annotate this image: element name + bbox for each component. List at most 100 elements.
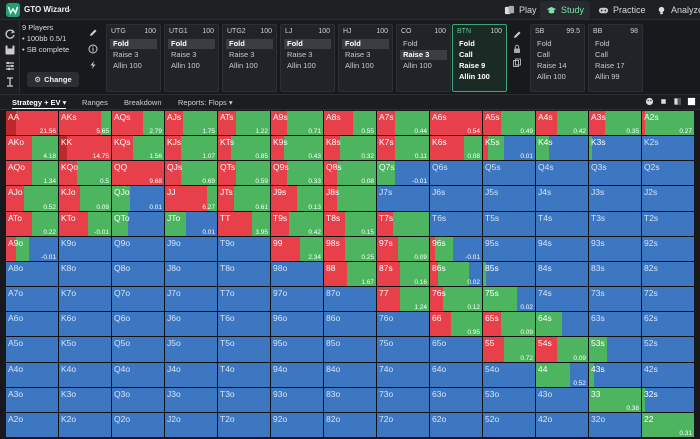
action-option[interactable]: Raise 14 — [537, 61, 567, 70]
hand-cell[interactable]: Q7s -0.01 — [377, 161, 429, 186]
hand-cell[interactable]: Q2o — [112, 412, 164, 437]
square-split-icon[interactable] — [673, 97, 682, 106]
action-option[interactable]: Allin 99 — [595, 72, 620, 81]
hand-cell[interactable]: JTo 0.01 — [165, 211, 217, 236]
hand-cell[interactable]: A7s 0.44 — [377, 111, 429, 136]
hand-cell[interactable]: J6o — [165, 312, 217, 337]
change-button[interactable]: ⚙ Change — [27, 72, 79, 87]
hand-cell[interactable]: 86o — [324, 312, 376, 337]
hand-cell[interactable]: J4s — [536, 186, 588, 211]
hand-cell[interactable]: 92s — [642, 236, 694, 261]
save-icon[interactable] — [4, 44, 16, 56]
hand-cell[interactable]: QJo 0.01 — [112, 186, 164, 211]
hand-cell[interactable]: 75o — [377, 337, 429, 362]
nav-study[interactable]: Study — [540, 1, 591, 19]
hand-cell[interactable]: T9o — [218, 236, 270, 261]
hand-cell[interactable]: JTs 0.61 — [218, 186, 270, 211]
hand-cell[interactable]: 74o — [377, 362, 429, 387]
hand-cell[interactable]: J7s — [377, 186, 429, 211]
hand-cell[interactable]: 44 0.52 — [536, 362, 588, 387]
hand-cell[interactable]: T9s 0.42 — [271, 211, 323, 236]
hand-cell[interactable]: T8o — [218, 261, 270, 287]
hand-cell[interactable]: 72o — [377, 412, 429, 437]
hand-cell[interactable]: K4s — [536, 136, 588, 161]
hand-cell[interactable]: A3o — [6, 387, 58, 412]
hand-cell[interactable]: J6s — [430, 186, 482, 211]
hand-cell[interactable]: AKs 5.65 — [59, 111, 111, 136]
hand-cell[interactable]: J9s 0.13 — [271, 186, 323, 211]
pencil-icon[interactable] — [88, 28, 98, 38]
hand-cell[interactable]: KQo 0.5 — [59, 161, 111, 186]
hand-cell[interactable]: 82o — [324, 412, 376, 437]
nav-practice[interactable]: Practice — [592, 1, 652, 19]
hand-cell[interactable]: Q5s — [483, 161, 535, 186]
hand-cell[interactable]: T6s — [430, 211, 482, 236]
hand-cell[interactable]: 66 0.95 — [430, 312, 482, 337]
hand-cell[interactable]: 84o — [324, 362, 376, 387]
info-icon[interactable] — [88, 44, 98, 54]
hand-cell[interactable]: T2o — [218, 412, 270, 437]
hand-cell[interactable]: A9s 0.71 — [271, 111, 323, 136]
hand-cell[interactable]: KK 14.75 — [59, 136, 111, 161]
position-card-sb[interactable]: SB 99.5 Fold Call Raise 14 Allin 100 — [530, 24, 585, 92]
hand-cell[interactable]: 95s — [483, 236, 535, 261]
hand-cell[interactable]: K7s 0.11 — [377, 136, 429, 161]
hand-cell[interactable]: A5s 0.49 — [483, 111, 535, 136]
hand-cell[interactable]: 22 0.31 — [642, 412, 694, 437]
hand-cell[interactable]: J5o — [165, 337, 217, 362]
sliders-icon[interactable] — [4, 60, 16, 72]
hand-cell[interactable]: J8s — [324, 186, 376, 211]
hand-cell[interactable]: 76s 0.12 — [430, 287, 482, 312]
hand-cell[interactable]: 42s — [642, 362, 694, 387]
hand-cell[interactable]: 84s — [536, 261, 588, 287]
hand-cell[interactable]: 96o — [271, 312, 323, 337]
action-option[interactable]: Allin 100 — [171, 61, 200, 70]
hand-cell[interactable]: 85s — [483, 261, 535, 287]
hand-cell[interactable]: 54s 0.09 — [536, 337, 588, 362]
hand-cell[interactable]: T5o — [218, 337, 270, 362]
hand-cell[interactable]: 77 1.24 — [377, 287, 429, 312]
lightning-icon[interactable] — [88, 60, 98, 70]
action-option[interactable]: Allin 100 — [287, 61, 316, 70]
hand-cell[interactable]: K7o — [59, 287, 111, 312]
hand-cell[interactable]: Q6s — [430, 161, 482, 186]
palette-icon[interactable] — [645, 97, 654, 106]
hand-cell[interactable]: K3o — [59, 387, 111, 412]
action-option[interactable]: Allin 100 — [537, 72, 566, 81]
hand-cell[interactable]: 54o — [483, 362, 535, 387]
square-full-icon[interactable] — [687, 97, 696, 106]
hand-cell[interactable]: T2s — [642, 211, 694, 236]
action-option[interactable]: Fold — [168, 39, 215, 49]
hand-cell[interactable]: 83s — [589, 261, 641, 287]
hand-cell[interactable]: J9o — [165, 236, 217, 261]
hand-cell[interactable]: K6s 0.08 — [430, 136, 482, 161]
hand-cell[interactable]: K8s 0.32 — [324, 136, 376, 161]
edit-icon[interactable] — [512, 30, 522, 40]
hand-cell[interactable]: 87o — [324, 287, 376, 312]
hand-cell[interactable]: 73o — [377, 387, 429, 412]
hand-cell[interactable]: KTo -0.01 — [59, 211, 111, 236]
hand-cell[interactable]: 62o — [430, 412, 482, 437]
hand-cell[interactable]: TT 3.95 — [218, 211, 270, 236]
hand-cell[interactable]: ATs 1.22 — [218, 111, 270, 136]
action-option[interactable]: Fold — [110, 39, 157, 49]
action-option[interactable]: Raise 3 — [113, 50, 139, 59]
hand-cell[interactable]: 97o — [271, 287, 323, 312]
action-option[interactable]: Raise 9 — [459, 61, 486, 70]
hand-cell[interactable]: 63o — [430, 387, 482, 412]
hand-cell[interactable]: ATo 0.22 — [6, 211, 58, 236]
hand-cell[interactable]: 95o — [271, 337, 323, 362]
hand-cell[interactable]: J4o — [165, 362, 217, 387]
hand-cell[interactable]: JJ 6.27 — [165, 186, 217, 211]
action-option[interactable]: Allin 100 — [403, 61, 432, 70]
hand-cell[interactable]: 53o — [483, 387, 535, 412]
hand-cell[interactable]: K9o — [59, 236, 111, 261]
hand-cell[interactable]: K2o — [59, 412, 111, 437]
hand-cell[interactable]: 88 1.67 — [324, 261, 376, 287]
hand-cell[interactable]: 86s 0.02 — [430, 261, 482, 287]
hand-cell[interactable]: K5s 0.01 — [483, 136, 535, 161]
hand-cell[interactable]: Q6o — [112, 312, 164, 337]
hand-cell[interactable]: Q5o — [112, 337, 164, 362]
hand-cell[interactable]: KJs 1.07 — [165, 136, 217, 161]
action-option[interactable]: Allin 100 — [229, 61, 258, 70]
